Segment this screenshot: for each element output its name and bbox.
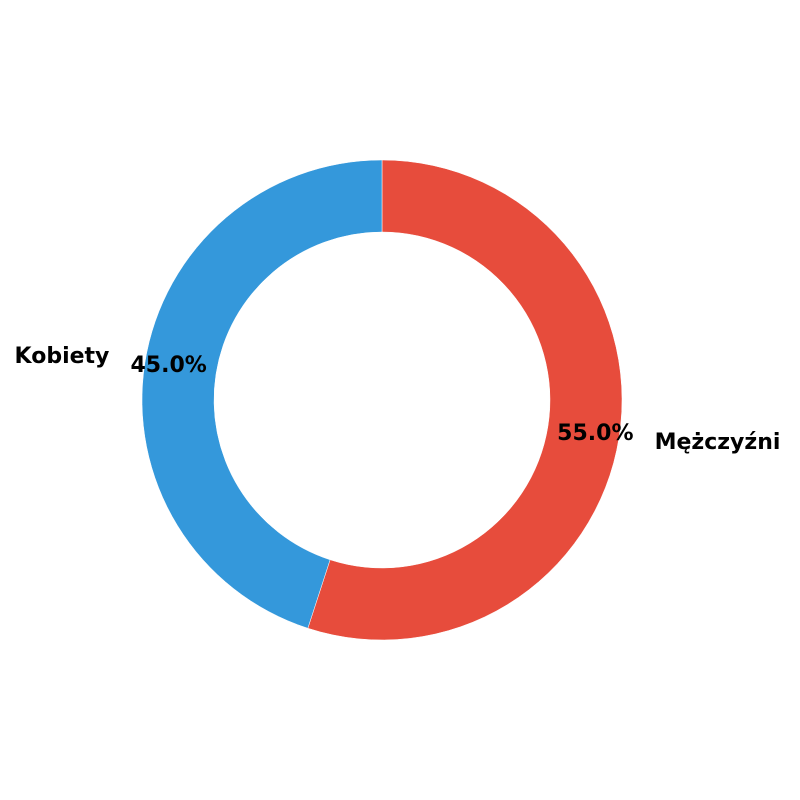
- slice-label-0: Mężczyźni: [655, 430, 781, 455]
- slices: [141, 159, 623, 641]
- slice-1: [141, 159, 383, 629]
- percent-label-1: 45.0%: [130, 353, 206, 378]
- slice-label-1: Kobiety: [15, 344, 110, 369]
- percent-label-0: 55.0%: [557, 421, 633, 446]
- slice-0: [307, 159, 623, 641]
- labels: Mężczyźni 55.0% Kobiety 45.0%: [15, 344, 781, 455]
